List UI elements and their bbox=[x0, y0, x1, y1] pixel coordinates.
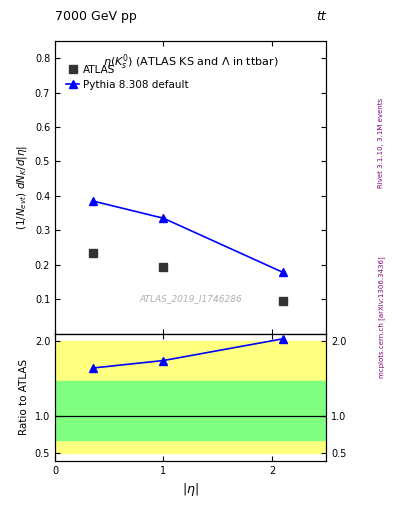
ATLAS bbox=[281, 298, 285, 304]
Line: Pythia 8.308 default: Pythia 8.308 default bbox=[89, 197, 287, 276]
Text: 7000 GeV pp: 7000 GeV pp bbox=[55, 10, 137, 23]
ATLAS bbox=[91, 250, 95, 256]
Legend: ATLAS, Pythia 8.308 default: ATLAS, Pythia 8.308 default bbox=[63, 61, 192, 93]
Text: $\eta(K_s^0)$ (ATLAS KS and $\Lambda$ in ttbar): $\eta(K_s^0)$ (ATLAS KS and $\Lambda$ in… bbox=[103, 53, 278, 72]
Bar bbox=[55, 341, 326, 453]
Pythia 8.308 default bbox=[91, 198, 95, 204]
Y-axis label: Ratio to ATLAS: Ratio to ATLAS bbox=[19, 359, 29, 435]
Text: Rivet 3.1.10, 3.1M events: Rivet 3.1.10, 3.1M events bbox=[378, 98, 384, 188]
Pythia 8.308 default bbox=[281, 269, 285, 275]
ATLAS bbox=[161, 264, 166, 270]
Y-axis label: $(1/N_{evt})$ $dN_K/d|\eta|$: $(1/N_{evt})$ $dN_K/d|\eta|$ bbox=[15, 145, 29, 230]
Bar bbox=[55, 381, 326, 440]
Pythia 8.308 default bbox=[161, 215, 166, 221]
Text: ATLAS_2019_I1746286: ATLAS_2019_I1746286 bbox=[139, 294, 242, 303]
Text: tt: tt bbox=[316, 10, 326, 23]
Text: mcplots.cern.ch [arXiv:1306.3436]: mcplots.cern.ch [arXiv:1306.3436] bbox=[378, 257, 385, 378]
Line: ATLAS: ATLAS bbox=[89, 248, 287, 305]
X-axis label: |$\eta$|: |$\eta$| bbox=[182, 481, 199, 498]
